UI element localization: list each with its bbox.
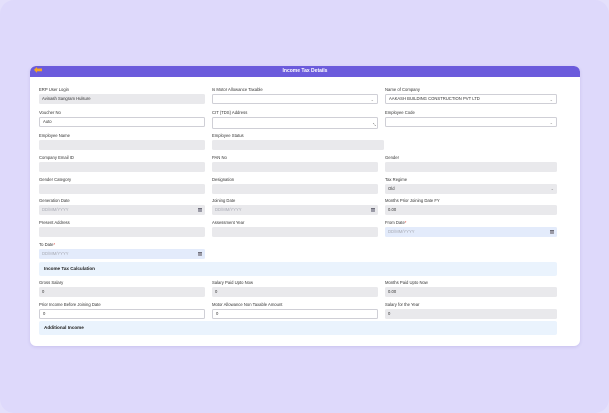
name-of-company-label: Name of Company — [385, 87, 420, 92]
from-date-field[interactable]: DD/MM/YYYY — [385, 227, 557, 237]
generation-date-placeholder: DD/MM/YYYY — [42, 207, 69, 212]
calendar-icon — [371, 208, 375, 212]
company-email-id-field — [39, 162, 205, 172]
gross-salary-label: Gross Salary — [39, 280, 64, 285]
from-date-placeholder: DD/MM/YYYY — [388, 229, 415, 234]
gender-label: Gender — [385, 155, 399, 160]
designation-label: Designation — [212, 177, 235, 182]
pan-no-label: PAN No — [212, 155, 227, 160]
tax-regime-label: Tax Regime — [385, 177, 408, 182]
joining-date-placeholder: DD/MM/YYYY — [215, 207, 242, 212]
employee-status-field — [212, 140, 384, 150]
designation-field — [212, 184, 378, 194]
present-address-field — [39, 227, 205, 237]
pan-no-field — [212, 162, 378, 172]
motor-allowance-non-taxable-amount-field[interactable]: 0 — [212, 309, 378, 319]
tax-regime-select[interactable]: Old ⌄ — [385, 184, 557, 194]
salary-for-the-year-field: 0 — [385, 309, 557, 319]
from-date-label-text: From Date — [385, 220, 405, 225]
arrow-left-icon[interactable]: ⬅ — [34, 66, 43, 76]
salary-paid-upto-now-label: Salary Paid Upto Now — [212, 280, 253, 285]
to-date-placeholder: DD/MM/YYYY — [42, 251, 69, 256]
is-motor-allowance-taxable-select[interactable]: ⌄ — [212, 94, 378, 104]
chevron-down-icon: ⌄ — [370, 97, 374, 102]
employee-code-label: Employee Code — [385, 110, 415, 115]
is-motor-allowance-taxable-label: Is Motor Allowance Taxable — [212, 87, 263, 92]
employee-code-select[interactable]: ⌄ — [385, 117, 557, 127]
salary-for-the-year-label: Salary for the Year — [385, 302, 420, 307]
calendar-icon — [198, 208, 202, 212]
income-tax-calculation-header: Income Tax Calculation — [39, 262, 557, 276]
motor-allowance-non-taxable-amount-label: Motor Allowance Non Taxable Amount — [212, 302, 283, 307]
joining-date-label: Joining Date — [212, 198, 236, 203]
gender-category-label: Gender Category — [39, 177, 72, 182]
name-of-company-value: AAKASH BUILDING CONSTRUCTION PVT LTD — [389, 96, 480, 101]
prior-income-before-joining-date-field[interactable]: 0 — [39, 309, 205, 319]
gross-salary-field: 0 — [39, 287, 205, 297]
erp-user-login-field: Avinash Sangram Hulsure — [39, 94, 205, 104]
cit-tds-address-textarea[interactable]: ⤡ — [212, 117, 378, 129]
income-tax-form-card: Income Tax Details ⬅ ERP User Login Avin… — [30, 66, 580, 346]
gender-field — [385, 162, 557, 172]
employee-status-label: Employee Status — [212, 133, 244, 138]
to-date-field[interactable]: DD/MM/YYYY — [39, 249, 205, 259]
assessment-year-field — [212, 227, 378, 237]
company-email-id-label: Company Email ID — [39, 155, 74, 160]
resize-grip-icon[interactable]: ⤡ — [372, 122, 376, 127]
chevron-down-icon: ⌄ — [550, 186, 554, 191]
additional-income-header: Additional Income — [39, 321, 557, 335]
page-title: Income Tax Details — [282, 68, 328, 74]
months-prior-joining-date-fy-field: 0.00 — [385, 205, 557, 215]
to-date-label: To Date* — [39, 242, 55, 247]
from-date-label: From Date* — [385, 220, 406, 225]
months-paid-upto-now-field: 0.00 — [385, 287, 557, 297]
assessment-year-label: Assessment Year — [212, 220, 245, 225]
erp-user-login-label: ERP User Login — [39, 87, 69, 92]
generation-date-field: DD/MM/YYYY — [39, 205, 205, 215]
tax-regime-value: Old — [388, 186, 395, 191]
months-paid-upto-now-label: Months Paid Upto Now — [385, 280, 428, 285]
generation-date-label: Generation Date — [39, 198, 70, 203]
present-address-label: Present Address — [39, 220, 70, 225]
form-header: Income Tax Details ⬅ — [30, 66, 580, 77]
to-date-label-text: To Date — [39, 242, 54, 247]
prior-income-before-joining-date-label: Prior Income Before Joining Date — [39, 302, 101, 307]
voucher-no-field[interactable]: Auto — [39, 117, 205, 127]
employee-name-field — [39, 140, 205, 150]
voucher-no-label: Voucher No — [39, 110, 61, 115]
chevron-down-icon: ⌄ — [549, 97, 553, 102]
cit-tds-address-label: CIT (TDS) Address — [212, 110, 248, 115]
chevron-down-icon: ⌄ — [549, 120, 553, 125]
months-prior-joining-date-fy-label: Months Prior Joining Date FY — [385, 198, 440, 203]
required-marker: * — [53, 242, 56, 247]
required-marker: * — [404, 220, 407, 225]
employee-name-label: Employee Name — [39, 133, 70, 138]
calendar-icon[interactable] — [550, 230, 554, 234]
joining-date-field: DD/MM/YYYY — [212, 205, 378, 215]
name-of-company-select[interactable]: AAKASH BUILDING CONSTRUCTION PVT LTD ⌄ — [385, 94, 557, 104]
gender-category-field — [39, 184, 205, 194]
calendar-icon[interactable] — [198, 252, 202, 256]
salary-paid-upto-now-field: 0 — [212, 287, 378, 297]
